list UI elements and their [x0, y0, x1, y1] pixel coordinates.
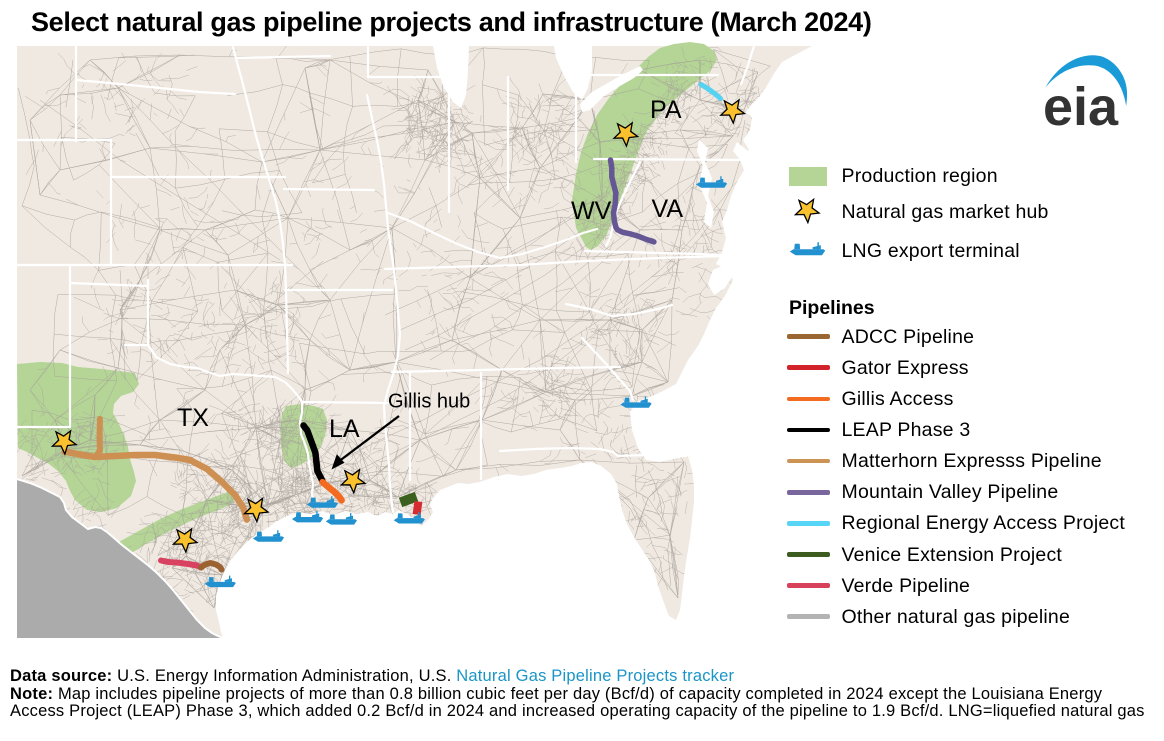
svg-text:LA: LA	[329, 415, 360, 443]
svg-text:TX: TX	[177, 404, 209, 432]
svg-text:eia: eia	[1043, 77, 1119, 137]
svg-text:VA: VA	[652, 195, 684, 223]
svg-text:PA: PA	[650, 96, 682, 124]
svg-text:Gillis hub: Gillis hub	[388, 391, 470, 413]
svg-text:WV: WV	[571, 197, 612, 225]
